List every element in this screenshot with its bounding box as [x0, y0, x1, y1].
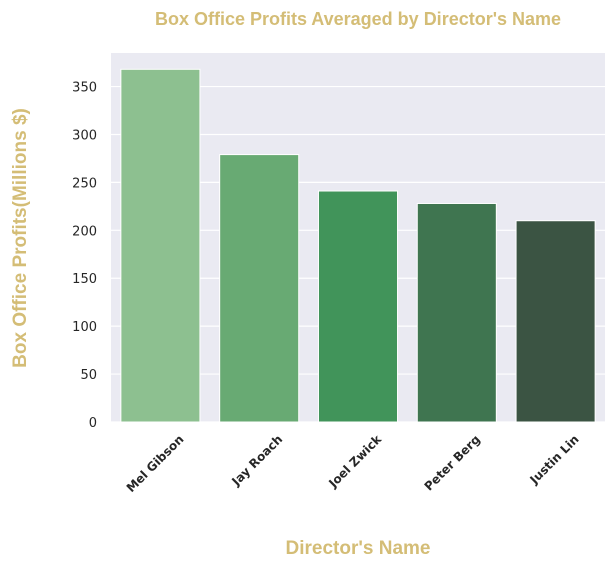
y-axis-label: Box Office Profits(Millions $): [10, 108, 31, 368]
y-tick-label: 200: [72, 224, 97, 239]
bar: [416, 202, 497, 423]
bar: [317, 190, 399, 423]
y-tick-label: 100: [72, 320, 97, 335]
chart-title: Box Office Profits Averaged by Director'…: [155, 9, 561, 29]
y-tick-label: 250: [72, 176, 97, 191]
x-tick-label: Peter Berg: [422, 432, 483, 493]
y-tick-labels: 0 50 100 150 200 250 300 350: [72, 81, 97, 431]
y-tick-label: 150: [72, 272, 97, 287]
y-tick-label: 300: [72, 128, 97, 143]
x-axis-label: Director's Name: [286, 538, 431, 559]
bar: [515, 220, 596, 423]
y-tick-label: 350: [72, 81, 97, 96]
x-tick-label: Justin Lin: [527, 432, 582, 487]
bar: [120, 68, 201, 423]
x-tick-labels: Mel Gibson Jay Roach Joel Zwick Peter Berg J…: [124, 432, 582, 496]
bar: [219, 154, 300, 423]
x-tick-label: Joel Zwick: [325, 432, 385, 492]
y-tick-label: 50: [80, 368, 97, 383]
x-tick-label: Jay Roach: [228, 432, 285, 489]
y-tick-label: 0: [89, 416, 97, 431]
bars: [120, 68, 596, 423]
x-tick-label: Mel Gibson: [124, 432, 187, 495]
